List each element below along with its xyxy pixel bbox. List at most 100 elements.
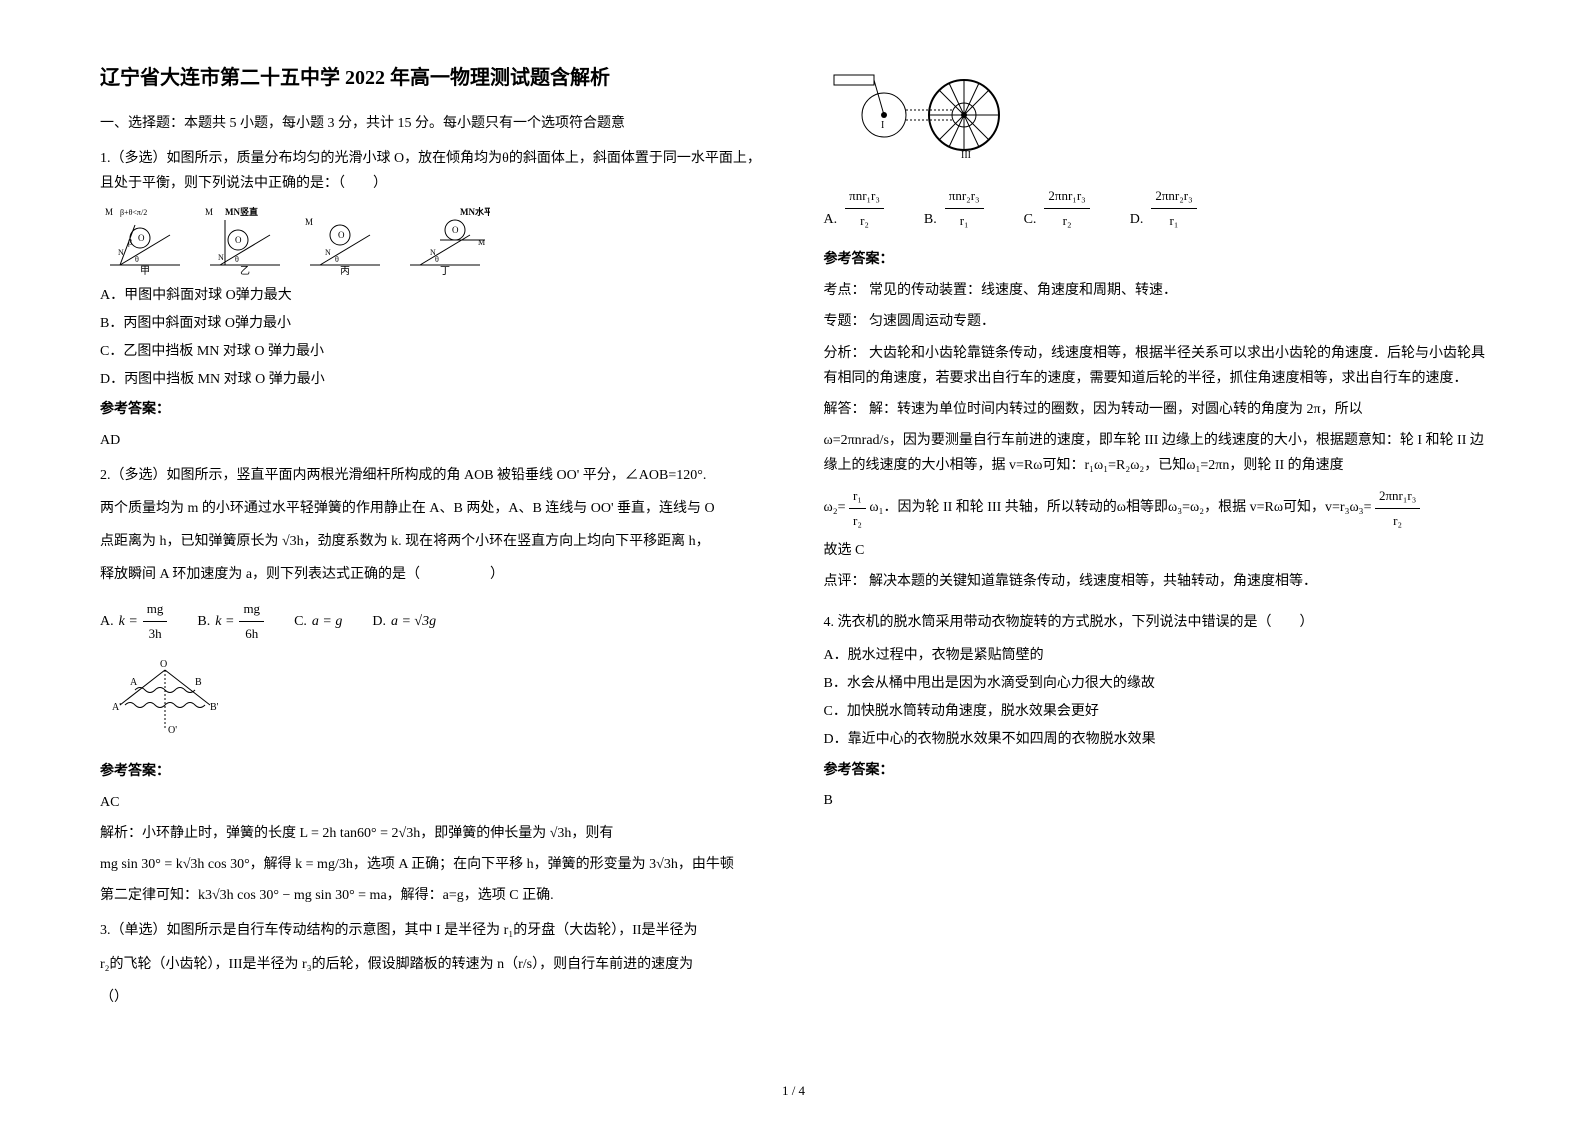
svg-text:θ: θ: [235, 255, 239, 264]
svg-text:III: III: [961, 150, 971, 160]
svg-text:N: N: [218, 253, 224, 262]
svg-text:甲: 甲: [140, 266, 150, 275]
q2-answer-label: 参考答案：: [100, 759, 764, 784]
svg-text:丁: 丁: [440, 266, 450, 275]
q3-opt-c-label: C.: [1024, 207, 1037, 232]
svg-text:A': A': [112, 702, 121, 713]
diagram-ding: MN水平 O M N θ 丁: [400, 205, 490, 275]
svg-text:I: I: [881, 120, 884, 131]
q2-text4: 释放瞬间 A 环加速度为 a，则下列表达式正确的是（ ）: [100, 562, 764, 587]
svg-text:A: A: [130, 677, 138, 688]
svg-text:M: M: [305, 217, 313, 227]
q3-kaodian: 考点： 常见的传动装置：线速度、角速度和周期、转速．: [824, 278, 1488, 303]
q2-opt-c-label: C.: [294, 609, 307, 634]
q3-opt-d-label: D.: [1130, 207, 1144, 232]
svg-text:O: O: [138, 233, 145, 243]
svg-text:MN水平: MN水平: [460, 206, 490, 217]
q3-dianping: 点评： 解决本题的关键知道靠链条传动，线速度相等，共轴转动，角速度相等．: [824, 569, 1488, 594]
svg-text:M: M: [205, 207, 213, 217]
q3-frac-d-den: r₁: [1166, 209, 1183, 232]
q3-opt-b-label: B.: [924, 207, 937, 232]
svg-text:O: O: [235, 235, 242, 245]
q2-text3: 点距离为 h，已知弹簧原长为 √3h，劲度系数为 k. 现在将两个小环在竖直方向…: [100, 529, 764, 554]
q3-jieda3: ω₂= r₁ r₂ ω₁．因为轮 II 和轮 III 共轴，所以转动的ω相等即ω…: [824, 484, 1488, 532]
q3-text3: （）: [100, 985, 764, 1010]
svg-text:θ: θ: [135, 255, 139, 264]
q3-answer-label: 参考答案：: [824, 247, 1488, 272]
svg-text:B: B: [195, 677, 202, 688]
q3-jieda4: 故选 C: [824, 538, 1488, 563]
diagram-yi: M MN竖直 O N θ 乙: [200, 205, 290, 275]
q3-jieda2: ω=2πnrad/s，因为要测量自行车前进的速度，即车轮 III 边缘上的线速度…: [824, 428, 1488, 478]
q4-answer: B: [824, 788, 1488, 813]
q3-frac-d-num: 2πnr₂r₃: [1151, 184, 1196, 208]
q3-gear-diagram: I III: [824, 60, 1024, 160]
question-2: 2.（多选）如图所示，竖直平面内两根光滑细杆所构成的角 AOB 被铅垂线 OO'…: [100, 463, 764, 909]
svg-text:MN竖直: MN竖直: [225, 206, 258, 217]
q4-answer-label: 参考答案：: [824, 758, 1488, 783]
q3-opt-a-label: A.: [824, 207, 838, 232]
svg-text:B': B': [210, 702, 219, 713]
question-3-start: 3.（单选）如图所示是自行车传动结构的示意图，其中 I 是半径为 r₁的牙盘（大…: [100, 918, 764, 1010]
diagram-jia: M β+θ<π/2 O N β θ 甲: [100, 205, 190, 275]
svg-text:θ: θ: [435, 255, 439, 264]
q2-opt-c: a = g: [312, 609, 342, 634]
question-1: 1.（多选）如图所示，质量分布均匀的光滑小球 O，放在倾角均为θ的斜面体上，斜面…: [100, 146, 764, 453]
q2-analysis3: 第二定律可知：k3√3h cos 30° − mg sin 30° = ma，解…: [100, 883, 764, 908]
q2-opt-a-label: A.: [100, 609, 114, 634]
q3-jieda1: 解答： 解：转速为单位时间内转过的圈数，因为转动一圈，对圆心转的角度为 2π，所…: [824, 397, 1488, 422]
q2-analysis1: 解析：小环静止时，弹簧的长度 L = 2h tan60° = 2√3h，即弹簧的…: [100, 821, 764, 846]
q3-frac-b-den: r₁: [956, 209, 973, 232]
diagram-bing: M O N θ 丙: [300, 205, 390, 275]
q3-zhuanti: 专题： 匀速圆周运动专题．: [824, 309, 1488, 334]
svg-text:M: M: [105, 207, 113, 217]
q3-fenxi: 分析： 大齿轮和小齿轮靠链条传动，线速度相等，根据半径关系可以求出小齿轮的角速度…: [824, 341, 1488, 391]
q2-analysis2: mg sin 30° = k√3h cos 30°，解得 k = mg/3h，选…: [100, 852, 764, 877]
svg-text:β+θ<π/2: β+θ<π/2: [120, 208, 147, 217]
q4-option-c: C．加快脱水筒转动角速度，脱水效果会更好: [824, 699, 1488, 724]
section-header: 一、选择题：本题共 5 小题，每小题 3 分，共计 15 分。每小题只有一个选项…: [100, 111, 764, 136]
q3-frac-b-num: πnr₂r₃: [945, 184, 984, 208]
q3-frac-c-num: 2πnr₁r₃: [1044, 184, 1089, 208]
q1-option-b: B．丙图中斜面对球 O弹力最小: [100, 311, 764, 336]
q2-spring-diagram: O A B A' B' O': [100, 655, 250, 745]
q2-answer: AC: [100, 790, 764, 815]
q1-option-a: A．甲图中斜面对球 O弹力最大: [100, 283, 764, 308]
svg-text:θ: θ: [335, 255, 339, 264]
q4-option-a: A．脱水过程中，衣物是紧贴筒壁的: [824, 643, 1488, 668]
q2-text2: 两个质量均为 m 的小环通过水平轻弹簧的作用静止在 A、B 两处，A、B 连线与…: [100, 496, 764, 521]
q3-options: A. πnr₁r₃ r₂ B. πnr₂r₃ r₁ C. 2πnr₁r₃ r₂: [824, 184, 1488, 232]
page-number: 1 / 4: [782, 1079, 805, 1102]
svg-text:N: N: [325, 248, 331, 257]
q3-text1: 3.（单选）如图所示是自行车传动结构的示意图，其中 I 是半径为 r₁的牙盘（大…: [100, 918, 764, 943]
svg-text:O: O: [452, 225, 459, 235]
svg-text:N: N: [118, 248, 124, 257]
svg-text:乙: 乙: [240, 265, 250, 275]
question-4: 4. 洗衣机的脱水筒采用带动衣物旋转的方式脱水，下列说法中错误的是（ ） A．脱…: [824, 610, 1488, 813]
q2-options: A. k = mg3h B. k = mg6h C. a = g D. a = …: [100, 597, 764, 645]
svg-text:O: O: [338, 230, 345, 240]
q3-frac-a-den: r₂: [856, 209, 873, 232]
svg-text:O': O': [168, 725, 177, 736]
svg-text:β: β: [128, 238, 132, 247]
q4-text: 4. 洗衣机的脱水筒采用带动衣物旋转的方式脱水，下列说法中错误的是（ ）: [824, 610, 1488, 635]
q2-opt-b-label: B.: [197, 609, 210, 634]
q4-option-b: B．水会从桶中甩出是因为水滴受到向心力很大的缘故: [824, 671, 1488, 696]
q1-option-d: D．丙图中挡板 MN 对球 O 弹力最小: [100, 367, 764, 392]
q1-diagrams: M β+θ<π/2 O N β θ 甲 M MN竖直: [100, 205, 764, 275]
svg-text:O: O: [160, 659, 167, 670]
q4-option-d: D．靠近中心的衣物脱水效果不如四周的衣物脱水效果: [824, 727, 1488, 752]
svg-text:丙: 丙: [340, 266, 350, 275]
q3-text2: r₂的飞轮（小齿轮），III是半径为 r₃的后轮，假设脚踏板的转速为 n（r/s…: [100, 952, 764, 977]
q3-frac-c-den: r₂: [1059, 209, 1076, 232]
svg-text:M: M: [478, 238, 485, 247]
q1-text: 1.（多选）如图所示，质量分布均匀的光滑小球 O，放在倾角均为θ的斜面体上，斜面…: [100, 146, 764, 196]
q3-frac-a-num: πnr₁r₃: [845, 184, 884, 208]
q1-answer: AD: [100, 428, 764, 453]
q2-opt-d: a = √3g: [391, 609, 436, 634]
document-title: 辽宁省大连市第二十五中学 2022 年高一物理测试题含解析: [100, 60, 764, 96]
q2-text1: 2.（多选）如图所示，竖直平面内两根光滑细杆所构成的角 AOB 被铅垂线 OO'…: [100, 463, 764, 488]
q1-option-c: C．乙图中挡板 MN 对球 O 弹力最小: [100, 339, 764, 364]
q1-answer-label: 参考答案：: [100, 397, 764, 422]
q2-opt-d-label: D.: [372, 609, 386, 634]
